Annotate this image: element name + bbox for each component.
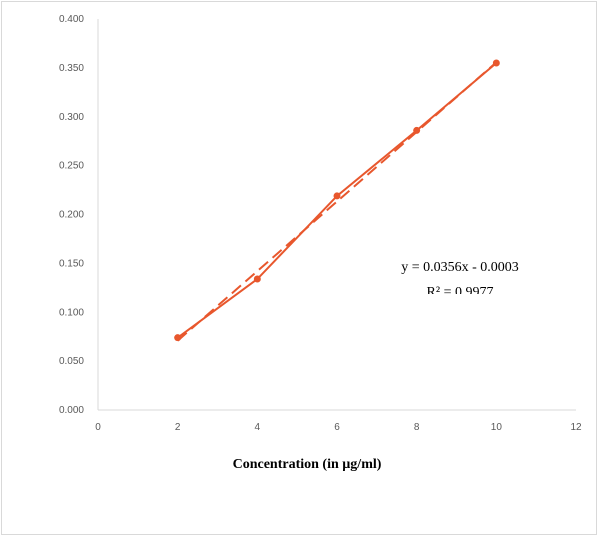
y-tick-label: 0.300: [59, 112, 84, 123]
y-tick-label: 0.350: [59, 63, 84, 74]
x-axis-label: Concentration (in µg/ml): [233, 457, 382, 472]
x-tick-label: 4: [255, 422, 261, 433]
data-point: [174, 334, 182, 342]
trendline-equation: y = 0.0356x - 0.0003: [401, 260, 519, 275]
y-tick-label: 0.250: [59, 161, 84, 172]
data-point: [333, 192, 341, 200]
y-tick-label: 0.400: [59, 14, 84, 25]
data-point: [492, 59, 500, 67]
x-tick-label: 12: [570, 422, 582, 433]
x-tick-labels: 0 2 4 6 8 10 12: [95, 422, 582, 433]
x-tick-label: 6: [334, 422, 340, 433]
x-tick-label: 10: [491, 422, 503, 433]
x-tick-label: 0: [95, 422, 101, 433]
y-tick-label: 0.050: [59, 356, 84, 367]
y-tick-label: 0.150: [59, 258, 84, 269]
trendline-r-squared: R² = 0.9977: [427, 285, 494, 300]
y-tick-labels: 0.000 0.050 0.100 0.150 0.200 0.250 0.300 0.350…: [59, 14, 84, 416]
x-tick-label: 8: [414, 422, 420, 433]
series-line: [177, 62, 497, 339]
x-tick-label: 2: [175, 422, 181, 433]
data-point: [253, 275, 261, 283]
series-layer: [174, 59, 500, 342]
y-tick-label: 0.200: [59, 210, 84, 221]
r-squared-clip: R² = 0.9977: [427, 285, 494, 300]
data-point: [413, 126, 421, 134]
axes-layer: [97, 19, 576, 411]
y-tick-label: 0.000: [59, 405, 84, 416]
y-tick-label: 0.100: [59, 307, 84, 318]
